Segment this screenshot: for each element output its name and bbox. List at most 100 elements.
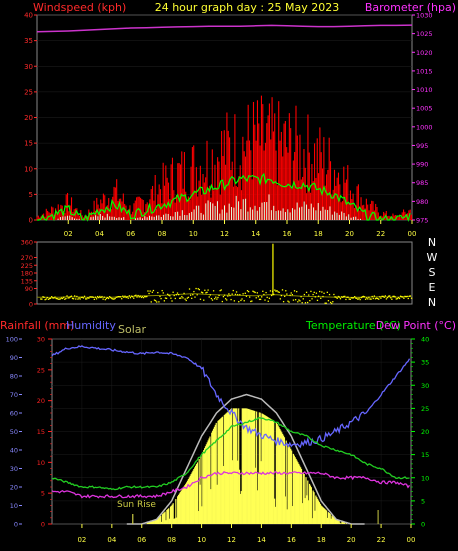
direction-point — [358, 297, 360, 299]
direction-point — [374, 298, 377, 300]
direction-point — [203, 299, 205, 301]
temperature-tick-label: 10 — [421, 474, 429, 482]
direction-point — [325, 302, 327, 304]
compass-label: N — [428, 236, 436, 249]
barometer-tick-label: 990 — [416, 161, 428, 169]
direction-point — [109, 295, 111, 298]
direction-point — [361, 296, 363, 298]
direction-point — [387, 295, 390, 297]
direction-point — [393, 295, 395, 297]
direction-point — [286, 293, 288, 295]
direction-point — [197, 288, 199, 290]
direction-point — [340, 296, 343, 298]
direction-point — [101, 295, 103, 298]
direction-point — [78, 297, 80, 299]
direction-point — [257, 296, 260, 298]
direction-point — [193, 290, 195, 293]
direction-point — [62, 297, 64, 300]
compass-label: E — [429, 281, 436, 294]
humidity-tick-label: 100 — [6, 336, 18, 344]
direction-point — [390, 297, 392, 299]
compass-label: S — [429, 266, 436, 279]
direction-point — [288, 301, 290, 303]
wind-x-tick-label: 04 — [95, 230, 104, 238]
direction-point — [308, 294, 310, 296]
direction-point — [371, 295, 373, 298]
direction-point — [346, 296, 348, 298]
humidity-tick-label: 10 — [10, 502, 18, 510]
direction-point — [75, 298, 77, 300]
direction-point — [247, 290, 250, 293]
direction-point — [364, 298, 367, 300]
direction-point — [124, 295, 126, 297]
direction-point — [294, 299, 297, 301]
direction-point — [70, 295, 73, 297]
windspeed-tick-label: 5 — [29, 191, 33, 199]
direction-point — [222, 295, 225, 298]
direction-point — [409, 295, 412, 297]
direction-point — [138, 296, 140, 298]
temperature-line — [51, 417, 410, 491]
direction-point — [264, 299, 266, 301]
direction-point — [278, 291, 280, 293]
direction-point — [323, 292, 325, 294]
direction-point — [112, 298, 114, 300]
direction-point — [105, 297, 108, 300]
windspeed-tick-label: 15 — [24, 140, 33, 148]
direction-point — [206, 291, 208, 294]
direction-point — [114, 297, 116, 300]
direction-point — [40, 298, 42, 300]
wind-x-tick-label: 18 — [314, 230, 323, 238]
direction-point — [71, 297, 74, 300]
direction-point — [279, 298, 281, 300]
barometer-tick-label: 980 — [416, 198, 428, 206]
wind-x-tick-label: 14 — [251, 230, 260, 238]
direction-point — [133, 297, 135, 299]
direction-point — [313, 291, 315, 293]
temperature-tick-label: 20 — [421, 428, 429, 436]
direction-point — [82, 297, 85, 299]
direction-point — [115, 296, 117, 298]
direction-point — [117, 296, 120, 298]
direction-point — [218, 294, 220, 296]
direction-point — [125, 296, 127, 299]
direction-tick-label: 180 — [21, 270, 33, 278]
direction-point — [163, 300, 166, 302]
direction-point — [292, 299, 295, 301]
direction-point — [252, 290, 254, 292]
direction-point — [281, 289, 284, 291]
direction-point — [135, 294, 137, 296]
direction-tick-label: 270 — [21, 254, 33, 262]
direction-point — [116, 296, 118, 298]
direction-point — [214, 298, 216, 300]
direction-point — [153, 299, 156, 301]
rainfall-tick-label: 30 — [37, 336, 45, 344]
direction-point — [189, 294, 192, 296]
direction-point — [243, 300, 245, 302]
direction-point — [59, 298, 62, 300]
direction-point — [69, 296, 71, 298]
direction-point — [215, 296, 217, 298]
direction-point — [339, 298, 342, 300]
direction-point — [405, 296, 407, 298]
barometer-tick-label: 985 — [416, 179, 428, 187]
direction-point — [67, 297, 69, 299]
direction-point — [179, 297, 181, 299]
direction-point — [219, 289, 221, 292]
direction-point — [106, 297, 109, 299]
direction-point — [262, 290, 264, 292]
direction-point — [343, 295, 345, 298]
direction-point — [172, 291, 174, 293]
direction-point — [293, 290, 296, 292]
temp-x-tick-label: 08 — [167, 536, 176, 544]
direction-point — [65, 297, 67, 300]
sunrise-label: Sun Rise — [117, 500, 156, 510]
direction-point — [60, 297, 63, 299]
direction-point — [326, 291, 328, 293]
rainfall-axis-label: Rainfall (mm) — [0, 319, 74, 332]
direction-point — [147, 290, 149, 292]
direction-point — [324, 302, 326, 304]
direction-point — [267, 300, 269, 302]
direction-point — [285, 290, 287, 292]
